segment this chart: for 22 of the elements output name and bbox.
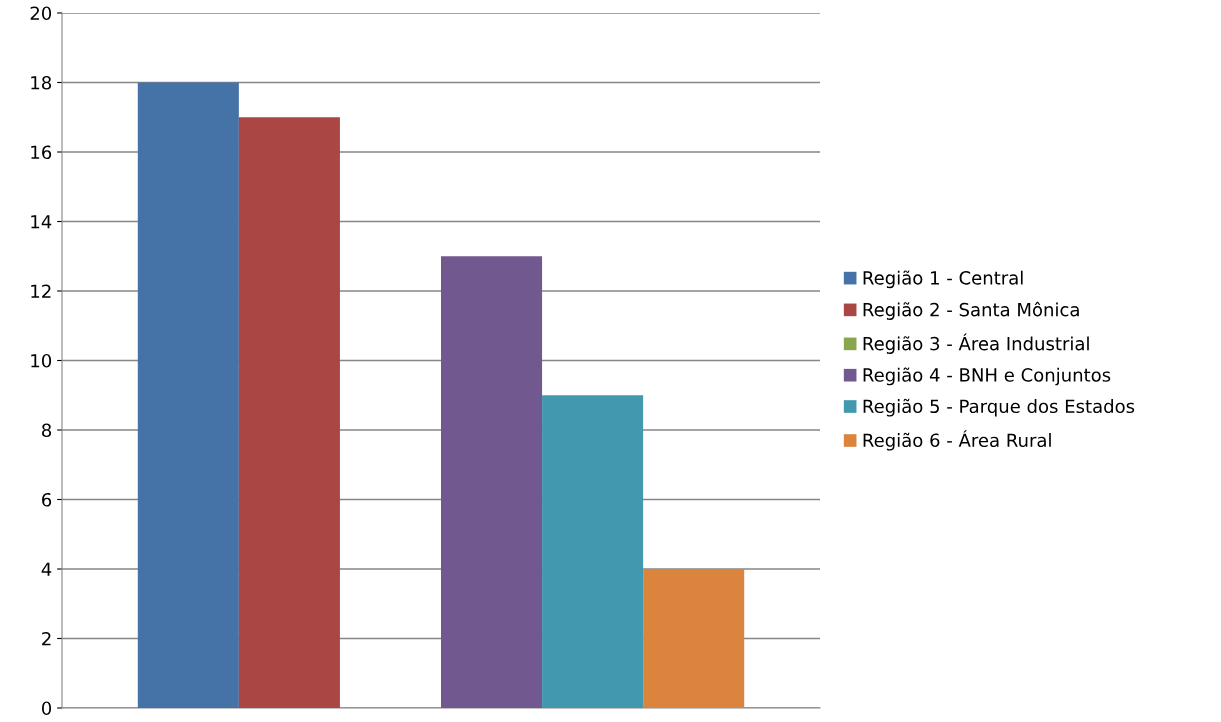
y-tick-label: 14: [31, 215, 52, 229]
y-tick-label: 20: [30, 6, 52, 21]
legend-label: Região 4 - BNH e Conjuntos: [863, 367, 1111, 386]
y-tick-label: 12: [31, 284, 51, 298]
legend-label: Região 5 - Parque dos Estados: [863, 398, 1135, 417]
legend-label: Região 1 - Central: [863, 270, 1023, 289]
bar: [137, 82, 239, 708]
y-tick-label: 2: [42, 631, 51, 646]
bar: [643, 569, 745, 708]
y-tick-label: 0: [41, 701, 52, 716]
y-tick-label: 18: [31, 75, 52, 90]
y-tick-label: 8: [42, 423, 52, 438]
legend-label: Região 2 - Santa Mônica: [863, 301, 1079, 320]
y-tick-label: 10: [31, 353, 52, 368]
bar: [238, 117, 340, 708]
bar: [542, 395, 644, 708]
bar: [441, 256, 543, 708]
y-tick-label: 6: [42, 492, 52, 507]
y-tick-label: 16: [31, 145, 52, 160]
y-tick-label: 4: [41, 562, 52, 576]
legend-label: Região 6 - Área Rural: [863, 430, 1051, 451]
legend-label: Região 3 - Área Industrial: [863, 333, 1089, 354]
